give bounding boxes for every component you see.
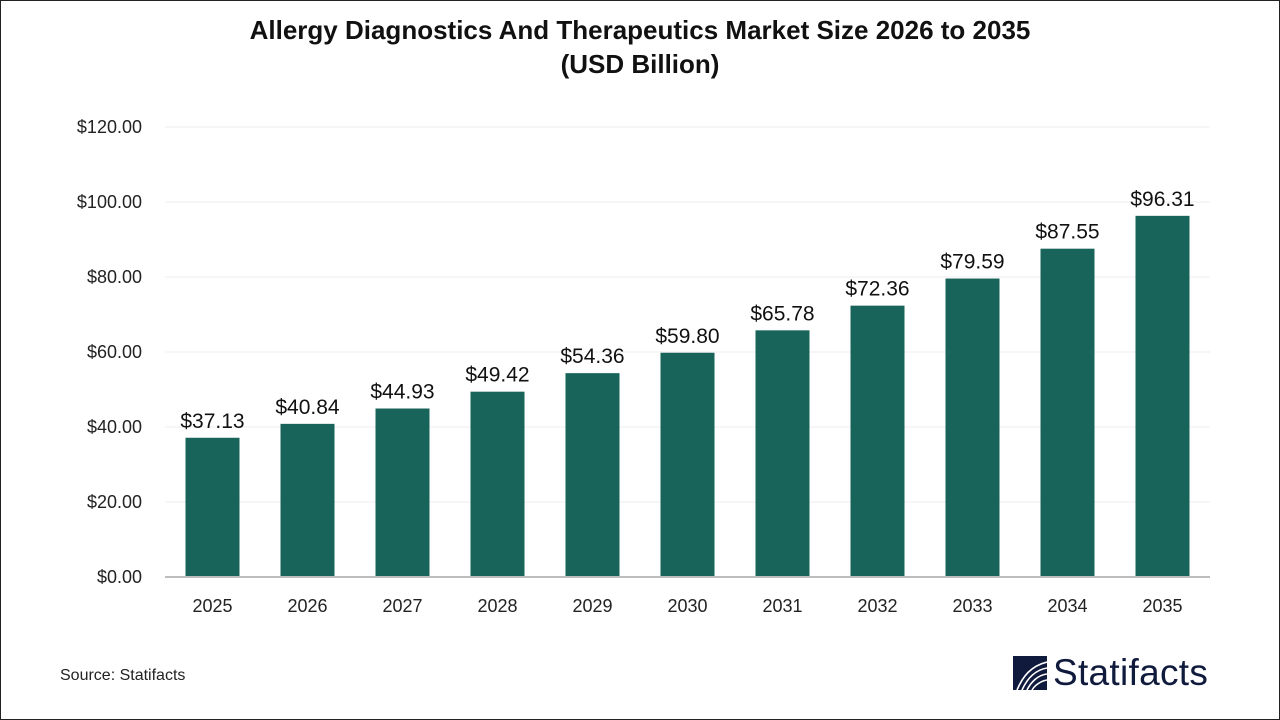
data-label: $79.59	[940, 251, 1004, 274]
data-label: $49.42	[465, 364, 529, 387]
y-tick-label: $60.00	[87, 342, 142, 362]
y-tick-label: $0.00	[97, 567, 142, 587]
bar	[1135, 215, 1190, 577]
statifacts-logo: Statifacts	[1013, 652, 1208, 694]
bar	[470, 391, 525, 577]
data-label: $37.13	[180, 410, 244, 433]
x-tick-label: 2035	[1142, 596, 1182, 616]
data-label: $54.36	[560, 345, 624, 368]
x-tick-label: 2026	[287, 596, 327, 616]
data-label: $96.31	[1130, 188, 1194, 211]
bar	[375, 408, 430, 577]
data-label: $72.36	[845, 278, 909, 301]
x-tick-label: 2031	[762, 596, 802, 616]
data-label: $65.78	[750, 302, 814, 325]
x-tick-label: 2030	[667, 596, 707, 616]
x-tick-label: 2034	[1047, 596, 1087, 616]
statifacts-logo-icon	[1013, 656, 1047, 690]
bar	[565, 373, 620, 577]
logo-text: Statifacts	[1053, 652, 1209, 693]
bar	[280, 423, 335, 577]
y-tick-label: $80.00	[87, 267, 142, 287]
bar	[755, 330, 810, 577]
data-label: $59.80	[655, 325, 719, 348]
x-tick-label: 2028	[477, 596, 517, 616]
y-tick-label: $20.00	[87, 492, 142, 512]
x-tick-label: 2025	[192, 596, 232, 616]
bar	[660, 352, 715, 577]
y-tick-label: $120.00	[77, 117, 142, 137]
data-label: $44.93	[370, 381, 434, 404]
data-label: $40.84	[275, 396, 340, 419]
source-note: Source: Statifacts	[60, 667, 186, 684]
bar	[1040, 248, 1095, 577]
x-tick-label: 2027	[382, 596, 422, 616]
bar	[945, 278, 1000, 577]
y-tick-label: $100.00	[77, 192, 142, 212]
x-tick-label: 2029	[572, 596, 612, 616]
y-tick-label: $40.00	[87, 417, 142, 437]
chart-title: Allergy Diagnostics And Therapeutics Mar…	[249, 15, 1031, 45]
bar	[850, 305, 905, 577]
x-tick-label: 2032	[857, 596, 897, 616]
x-tick-label: 2033	[952, 596, 992, 616]
bar	[185, 437, 240, 577]
chart-subtitle: (USD Billion)	[560, 49, 720, 79]
data-label: $87.55	[1035, 221, 1099, 244]
